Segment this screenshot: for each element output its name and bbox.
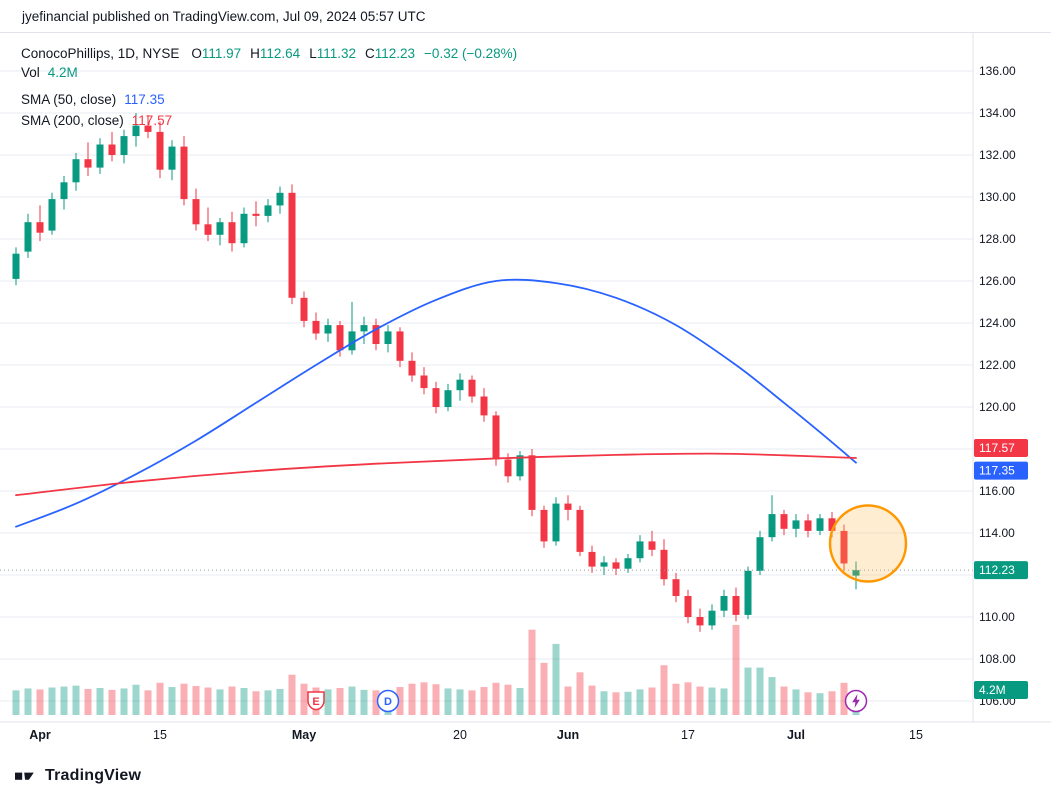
sma50-value: 117.35: [124, 92, 165, 107]
publish-info-text: jyefinancial published on TradingView.co…: [22, 8, 426, 24]
svg-text:120.00: 120.00: [979, 400, 1016, 414]
footer: TradingView: [0, 755, 1051, 796]
price-axis-badge: 112.23: [974, 561, 1028, 580]
sma50-label: SMA (50, close): [21, 92, 117, 107]
time-axis[interactable]: Apr 15 May 20 Jun 17 Jul 15: [29, 728, 923, 742]
high-value: 112.64: [259, 46, 301, 61]
svg-text:Apr: Apr: [29, 728, 51, 742]
low-label: L: [309, 46, 317, 61]
svg-text:May: May: [292, 728, 316, 742]
svg-text:128.00: 128.00: [979, 232, 1016, 246]
tradingview-brand[interactable]: TradingView: [45, 766, 142, 784]
svg-text:15: 15: [909, 728, 923, 742]
change-value: −0.32 (−0.28%): [424, 46, 518, 61]
svg-text:Jun: Jun: [557, 728, 579, 742]
price-axis[interactable]: 136.00 134.00 132.00 130.00 128.00 126.00 124.…: [979, 64, 1016, 708]
volume-label: Vol: [21, 65, 40, 80]
svg-text:112.23: 112.23: [979, 563, 1015, 577]
volume-value: 4.2M: [47, 65, 78, 80]
svg-text:116.00: 116.00: [979, 484, 1015, 498]
sma50-legend-row[interactable]: SMA (50, close) 117.35: [21, 91, 517, 108]
svg-text:108.00: 108.00: [979, 652, 1016, 666]
svg-text:D: D: [384, 696, 392, 708]
sma200-value: 117.57: [131, 113, 173, 128]
close-pair: C112.23: [365, 45, 415, 62]
chart-area[interactable]: E D 136.00 134.00 132.00 130.00 128.00 126.00 12…: [0, 33, 1051, 755]
highlight-circle[interactable]: [828, 504, 908, 583]
open-label: O: [191, 46, 202, 61]
sma50-line[interactable]: [15, 278, 857, 528]
price-axis-badge: 117.57: [974, 439, 1028, 458]
legend: ConocoPhillips, 1D, NYSE O111.97 H112.64…: [21, 45, 517, 129]
grid-lines: [0, 70, 973, 702]
svg-text:130.00: 130.00: [979, 190, 1016, 204]
sma200-legend-row[interactable]: SMA (200, close) 117.57: [21, 112, 517, 129]
close-label: C: [365, 46, 375, 61]
tradingview-logo-icon[interactable]: [15, 768, 37, 784]
earnings-badge[interactable]: E: [307, 691, 325, 711]
svg-text:114.00: 114.00: [979, 526, 1015, 540]
dividend-badge[interactable]: D: [376, 689, 400, 713]
volume-legend-row[interactable]: Vol 4.2M: [21, 64, 517, 81]
lightning-badge[interactable]: [844, 689, 868, 713]
sma200-line[interactable]: [15, 452, 857, 497]
svg-text:124.00: 124.00: [979, 316, 1016, 330]
svg-text:122.00: 122.00: [979, 358, 1016, 372]
symbol-title: ConocoPhillips, 1D, NYSE: [21, 46, 180, 61]
price-chart[interactable]: E D 136.00 134.00 132.00 130.00 128.00 126.00 12…: [0, 33, 1051, 755]
svg-text:110.00: 110.00: [979, 610, 1015, 624]
svg-text:15: 15: [153, 728, 167, 742]
svg-text:4.2M: 4.2M: [979, 683, 1006, 697]
close-value: 112.23: [374, 46, 416, 61]
svg-text:20: 20: [453, 728, 467, 742]
svg-text:136.00: 136.00: [979, 64, 1016, 78]
open-value: 111.97: [201, 46, 242, 61]
high-pair: H112.64: [250, 45, 300, 62]
symbol-legend-row[interactable]: ConocoPhillips, 1D, NYSE O111.97 H112.64…: [21, 45, 517, 62]
price-axis-badge: 117.35: [974, 461, 1028, 480]
volume-axis-badge: 4.2M: [974, 681, 1028, 699]
svg-text:117.57: 117.57: [979, 441, 1015, 455]
sma200-label: SMA (200, close): [21, 113, 124, 128]
svg-text:126.00: 126.00: [979, 274, 1016, 288]
svg-text:17: 17: [681, 728, 695, 742]
svg-text:Jul: Jul: [787, 728, 805, 742]
open-pair: O111.97: [191, 45, 241, 62]
svg-text:134.00: 134.00: [979, 106, 1016, 120]
svg-text:117.35: 117.35: [979, 464, 1015, 478]
low-pair: L111.32: [309, 45, 356, 62]
low-value: 111.32: [316, 46, 356, 61]
candles[interactable]: [12, 113, 860, 632]
svg-text:E: E: [312, 696, 319, 708]
publish-header: jyefinancial published on TradingView.co…: [0, 0, 1051, 33]
svg-text:132.00: 132.00: [979, 148, 1016, 162]
high-label: H: [250, 46, 260, 61]
